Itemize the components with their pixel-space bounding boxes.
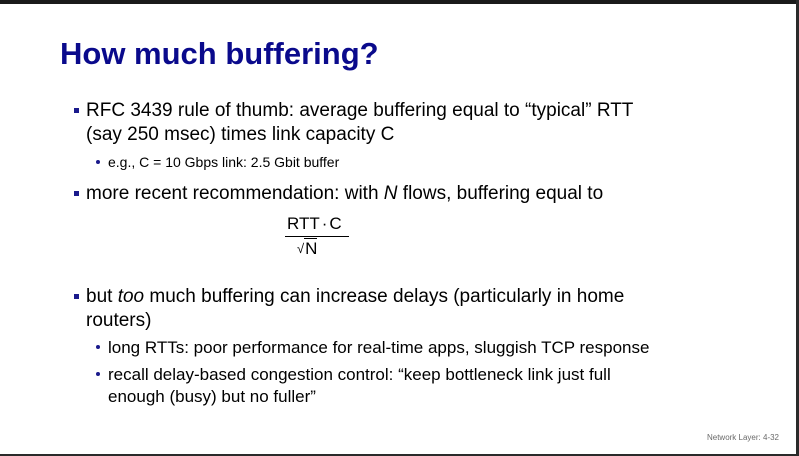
sqrt-icon: √ xyxy=(297,241,305,256)
formula-n: N xyxy=(304,238,318,258)
slide-right-border xyxy=(796,0,799,456)
slide-bottom-border xyxy=(0,454,799,456)
bullet-dot-icon xyxy=(96,345,100,349)
bullet-dot-icon xyxy=(96,372,100,376)
slide-title: How much buffering? xyxy=(60,36,379,71)
bullet-too-much-post: much buffering can increase delays (part… xyxy=(144,286,625,307)
bullet-rfc3439-line-1: RFC 3439 rule of thumb: average bufferin… xyxy=(86,100,634,121)
bullet-too-much-buffering: but too much buffering can increase dela… xyxy=(74,285,624,333)
bullet-too-much-italic: too xyxy=(117,286,145,307)
sub-bullet-long-rtts-text: long RTTs: poor performance for real-tim… xyxy=(108,338,650,357)
bullet-too-much-line-2: routers) xyxy=(86,310,152,331)
formula-numerator: RTT · C xyxy=(287,214,342,234)
bullet-recent-recommendation-post: flows, buffering equal to xyxy=(397,183,604,204)
formula-c: C xyxy=(329,214,342,233)
sub-bullet-long-rtts: long RTTs: poor performance for real-tim… xyxy=(96,337,650,359)
bullet-recent-recommendation-pre: more recent recommendation: with xyxy=(86,183,384,204)
bullet-too-much-pre: but xyxy=(86,286,118,307)
bullet-recent-recommendation: more recent recommendation: with N flows… xyxy=(74,182,604,206)
sub-bullet-example-text: e.g., C = 10 Gbps link: 2.5 Gbit buffer xyxy=(108,154,340,170)
formula-rtt: RTT xyxy=(287,214,320,233)
sub-bullet-delay-based-line-1: recall delay-based congestion control: “… xyxy=(108,365,611,384)
bullet-rfc3439-line-2: (say 250 msec) times link capacity C xyxy=(86,124,395,145)
bullet-square-icon xyxy=(74,191,79,196)
sub-bullet-delay-based: recall delay-based congestion control: “… xyxy=(96,364,611,408)
sub-bullet-delay-based-line-2: enough (busy) but no fuller” xyxy=(108,387,316,406)
sub-bullet-example: e.g., C = 10 Gbps link: 2.5 Gbit buffer xyxy=(96,153,340,171)
bullet-rfc3439: RFC 3439 rule of thumb: average bufferin… xyxy=(74,99,634,147)
slide-top-border xyxy=(0,0,799,4)
bullet-dot-icon xyxy=(96,160,100,164)
bullet-too-much-line-1: but too much buffering can increase dela… xyxy=(86,285,624,309)
bullet-square-icon xyxy=(74,108,79,113)
slide-footer: Network Layer: 4-32 xyxy=(706,433,779,442)
bullet-square-icon xyxy=(74,294,79,299)
formula-fraction-bar xyxy=(285,236,349,237)
formula-denominator: √N xyxy=(297,238,318,259)
bullet-recent-recommendation-italic: N xyxy=(383,183,398,204)
formula-operator: · xyxy=(321,214,328,233)
